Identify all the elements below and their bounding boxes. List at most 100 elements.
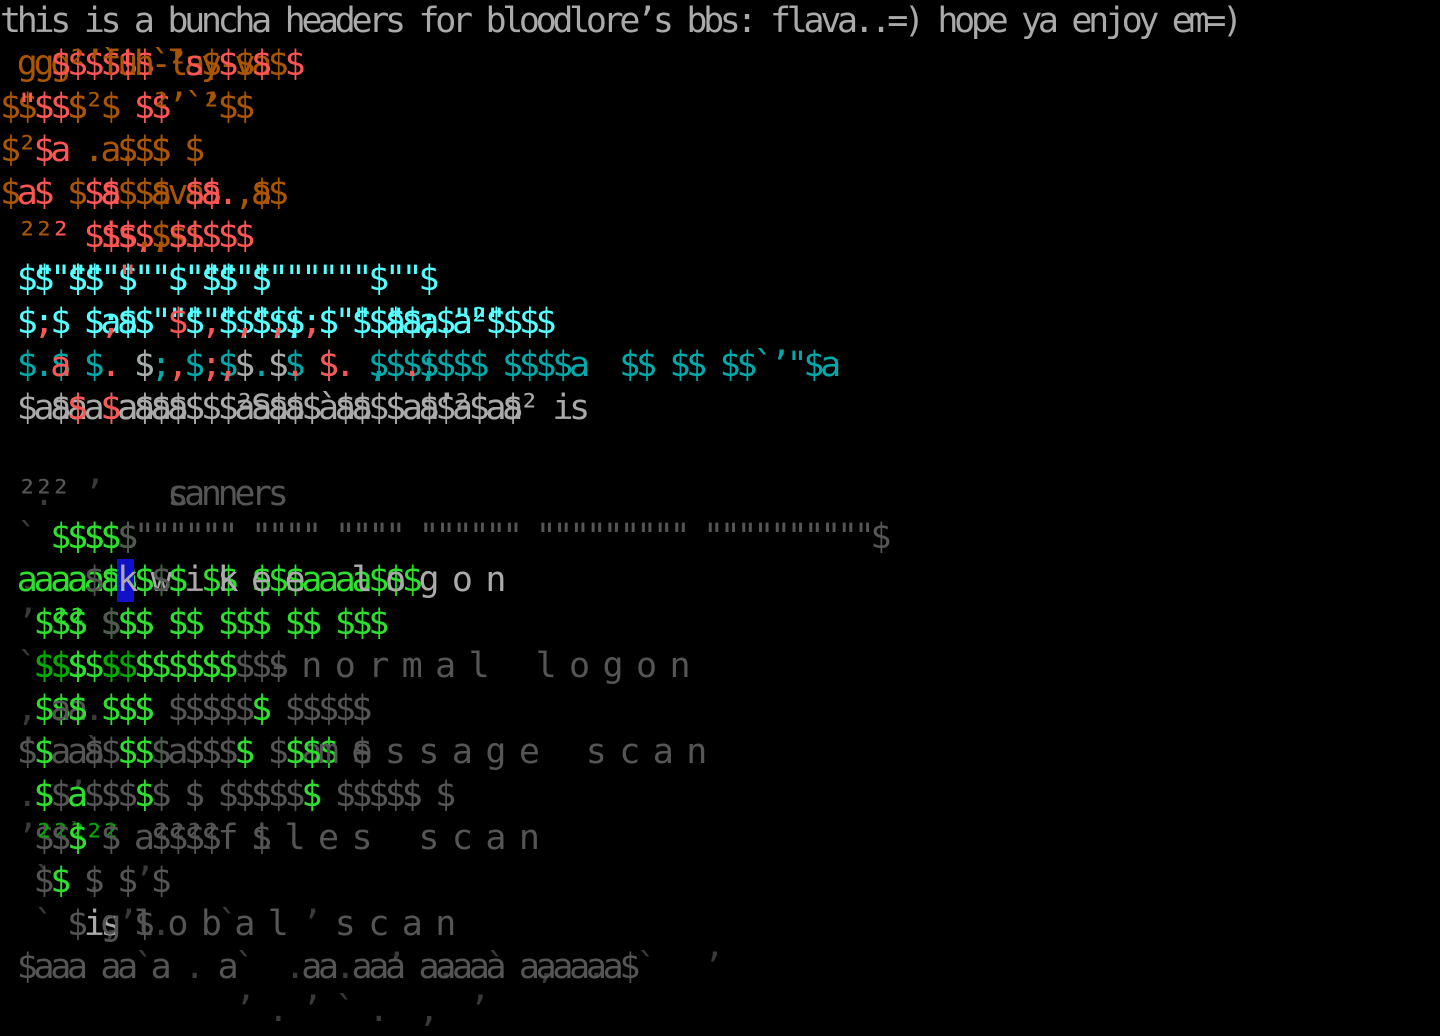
art-glyphs: """" <box>100 259 171 299</box>
art-glyphs <box>117 903 134 946</box>
art-glyphs: ²’` <box>66 44 121 84</box>
art-glyphs: $""$ <box>16 259 88 299</box>
art-glyphs: $ <box>150 216 172 256</box>
art-glyphs: $$$ <box>317 689 372 729</box>
art-glyphs: .,si <box>133 216 205 256</box>
art-glyphs: $$ <box>83 732 122 772</box>
art-row: . aaaaa$$$ $ aaaaa$$$ $$ $$$aaaa$$$ $ k … <box>0 559 1440 602</box>
art-glyphs: ² <box>83 87 105 127</box>
art-glyphs: $$$$$ <box>83 216 172 256</box>
art-glyphs: $$$ <box>117 130 171 170</box>
art-glyphs: $$$ <box>167 689 221 729</box>
art-glyphs: $$ <box>284 775 322 815</box>
art-glyphs: $ <box>117 345 168 385</box>
art-glyphs <box>84 258 101 301</box>
art-glyphs: ,a <box>234 173 272 213</box>
menu-item-kwikee-logon[interactable]: k w i k e e l o g o n <box>117 559 506 602</box>
menu-item-global-scan[interactable]: g l o b a l s c a n <box>100 904 456 944</box>
menu-item-normal-logon[interactable]: n o r m a l l o g o n <box>301 646 690 686</box>
art-glyphs: $$ <box>33 861 71 901</box>
art-glyphs: $. <box>16 345 55 385</box>
art-glyphs: $ <box>267 44 289 84</box>
art-glyphs: fuh-lay-va <box>100 44 272 84</box>
art-glyphs <box>284 645 301 688</box>
art-glyphs <box>100 774 117 817</box>
art-glyphs: $ <box>251 818 272 858</box>
art-glyphs <box>335 688 352 731</box>
art-glyphs: , <box>217 345 239 385</box>
art-glyphs: $ <box>117 861 138 901</box>
art-row: ` , . ` ’ is ’ $ g l o b a l s c a n $ <box>0 903 1440 946</box>
art-glyphs: $ <box>150 560 172 600</box>
art-glyphs: ’ ` <box>0 732 151 772</box>
art-glyphs: - <box>251 646 289 686</box>
art-glyphs: ggg <box>16 44 71 84</box>
art-glyphs <box>0 43 17 86</box>
art-glyphs: a <box>50 130 71 170</box>
art-glyphs: $$ <box>234 689 272 729</box>
art-glyphs: ² <box>33 216 54 256</box>
art-glyphs <box>0 258 17 301</box>
art-glyphs: $ <box>435 775 456 815</box>
art-glyphs <box>435 344 452 387</box>
art-glyphs: , <box>33 302 54 342</box>
art-glyphs: $ <box>66 87 88 127</box>
art-glyphs: $ <box>351 689 372 729</box>
art-glyphs: , <box>301 302 322 342</box>
menu-item-message-scan[interactable]: m e s s a g e s c a n <box>317 732 707 772</box>
art-glyphs: $ <box>267 646 289 686</box>
art-glyphs <box>201 774 218 817</box>
art-glyphs: ² <box>50 216 71 256</box>
art-glyphs: $ <box>133 775 155 815</box>
art-glyphs <box>201 731 218 774</box>
art-glyphs: n <box>83 474 222 514</box>
art-glyphs: $$$ <box>167 646 221 686</box>
art-glyphs <box>67 301 84 344</box>
art-glyphs: , <box>234 302 255 342</box>
art-glyphs <box>151 301 168 344</box>
art-glyphs: $$ <box>251 775 289 815</box>
art-glyphs: $ <box>351 732 372 772</box>
art-glyphs <box>167 86 184 129</box>
art-glyphs: $$$ <box>284 732 338 772</box>
art-glyphs <box>351 774 368 817</box>
art-glyphs: $""$ <box>66 259 138 299</box>
art-glyphs: $$ <box>217 732 256 772</box>
art-glyphs: s <box>33 474 188 514</box>
art-glyphs: ²²²²² <box>33 818 121 858</box>
art-glyphs <box>385 774 402 817</box>
art-glyphs <box>218 645 235 688</box>
art-glyphs: $; <box>83 302 122 342</box>
art-glyphs: $ <box>100 388 121 428</box>
art-glyphs: """"""""$""$ <box>234 259 439 299</box>
art-glyphs <box>268 774 285 817</box>
art-glyphs: $$$ <box>217 775 272 815</box>
art-glyphs <box>134 172 151 215</box>
art-glyphs: $aa$ <box>16 388 88 428</box>
art-glyphs: aaaaa$$$ $ <box>16 560 189 600</box>
art-glyphs <box>100 516 117 559</box>
art-glyphs: $ <box>217 44 239 84</box>
art-glyphs: $$ <box>184 818 222 858</box>
art-glyphs: $ $$$ $$ $$$ $$ $$$ <box>66 603 389 643</box>
art-glyphs: . <box>100 345 121 385</box>
art-glyphs <box>134 731 151 774</box>
art-glyphs: s <box>184 44 205 84</box>
art-glyphs: $$ <box>200 646 239 686</box>
art-glyphs: $ <box>200 44 222 84</box>
art-glyphs <box>33 688 50 731</box>
art-glyphs: $ <box>66 388 88 428</box>
art-glyphs: $ <box>150 775 172 815</box>
art-glyphs: this is a buncha headers for bloodlore’s… <box>0 1 1243 41</box>
art-glyphs <box>117 86 134 129</box>
art-glyphs: $ <box>33 775 54 815</box>
art-glyphs: e <box>117 474 255 514</box>
art-glyphs <box>134 559 151 602</box>
art-glyphs: ’ . ’ ` . , ’ <box>0 990 489 1030</box>
art-glyphs: $ <box>150 130 172 170</box>
art-glyphs: . <box>401 345 423 385</box>
art-glyphs: ² <box>16 216 38 256</box>
art-glyphs: . ’ <box>0 474 104 514</box>
art-row: $;,$ $aa$ $;,$ $""$ $"""$"$;,$ $;,$ $;,$… <box>0 301 1440 344</box>
menu-item-files-scan[interactable]: f i l e s s c a n <box>217 818 540 858</box>
